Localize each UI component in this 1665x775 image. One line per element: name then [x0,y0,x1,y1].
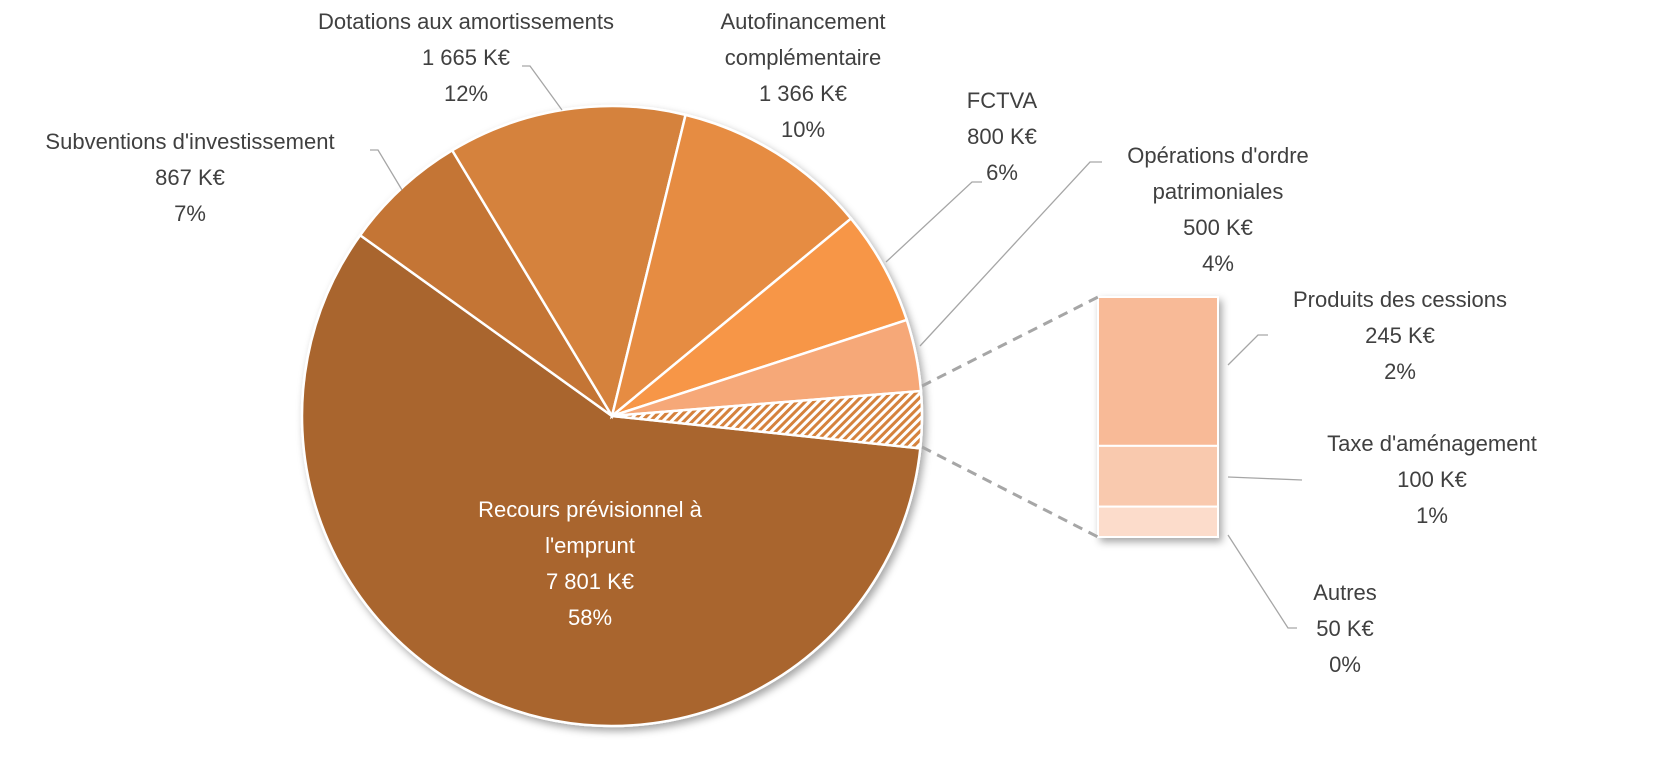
label-percent: 4% [1202,251,1234,276]
label-value: 867 K€ [155,165,225,190]
label-category: Autofinancement complémentaire [720,9,886,70]
label-percent: 7% [174,201,206,226]
pie-slice [358,148,614,418]
leader-line [885,181,982,263]
leader-line [370,149,403,191]
label-value: 1 366 K€ [758,81,848,106]
label-percent: 0% [1329,652,1361,677]
data-label: Autofinancement complémentaire 1 366 K€ 10… [683,4,923,148]
label-value: 500 K€ [1183,215,1253,240]
leader-line [919,161,1102,347]
label-value: 50 K€ [1316,616,1374,641]
connector [921,445,1099,539]
label-percent: 2% [1384,359,1416,384]
label-category: Opérations d'ordre patrimoniales [1127,143,1309,204]
bar-segment [1097,444,1219,508]
leader-line [1227,476,1303,481]
leader-line [1227,334,1268,366]
bar-segment [1097,296,1219,447]
pie-slice [450,104,688,420]
connectors [921,295,1099,539]
label-value: 800 K€ [967,124,1037,149]
label-category: Subventions d'investissement [45,129,335,154]
pie-slice-group [611,389,924,450]
leader-line [522,65,563,111]
label-value: 7 801 K€ [545,569,635,594]
data-label: Opérations d'ordre patrimoniales 500 K€ 4% [1088,138,1348,282]
leader-lines [370,65,1303,629]
label-percent: 6% [986,160,1018,185]
pie [300,104,924,728]
label-percent: 12% [443,81,489,106]
label-percent: 10% [780,117,826,142]
pie-slice [609,113,853,420]
bar-segment [1097,505,1219,538]
data-label: Autres 50 K€ 0% [1245,575,1445,683]
pie-slice [300,233,922,728]
label-category: Produits des cessions [1293,287,1507,312]
data-label: Dotations aux amortissements 1 665 K€ 12% [256,4,676,112]
leader-line [1227,534,1297,629]
label-category: Taxe d'aménagement [1327,431,1537,456]
label-percent: 58% [567,605,613,630]
label-value: 245 K€ [1365,323,1435,348]
bar-of-pie [1097,296,1219,538]
label-category: FCTVA [966,88,1038,113]
data-label: FCTVA 800 K€ 6% [902,83,1102,191]
label-category: Dotations aux amortissements [318,9,614,34]
data-label: Taxe d'aménagement 100 K€ 1% [1272,426,1592,534]
data-label: Produits des cessions 245 K€ 2% [1240,282,1560,390]
label-value: 1 665 K€ [421,45,511,70]
data-label: Subventions d'investissement 867 K€ 7% [0,124,390,232]
label-percent: 1% [1416,503,1448,528]
label-category: Recours prévisionnel à l'emprunt [478,497,702,558]
data-label: Recours prévisionnel à l'emprunt 7 801 K€… [445,492,735,636]
label-category: Autres [1313,580,1377,605]
label-value: 100 K€ [1397,467,1467,492]
connector [921,295,1099,388]
